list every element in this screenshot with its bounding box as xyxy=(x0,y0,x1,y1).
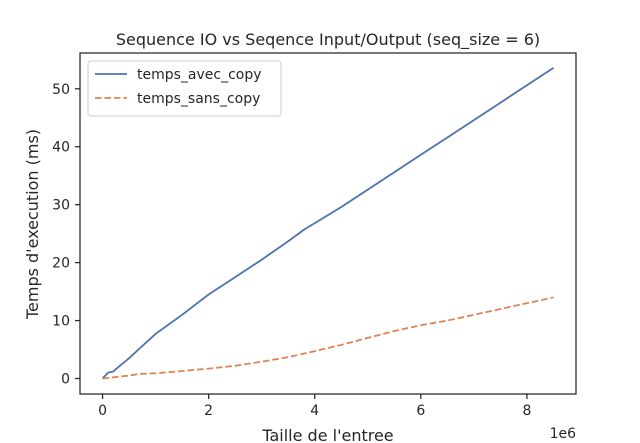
chart-title: Sequence IO vs Seqence Input/Output (seq… xyxy=(116,30,540,50)
plot-frame xyxy=(79,52,577,395)
x-axis-offset-label: 1e6 xyxy=(550,426,577,442)
x-axis-title: Taille de l'entree xyxy=(261,426,393,443)
y-axis: 0 10 20 30 40 50 xyxy=(52,82,80,388)
y-axis-title: Temps d'execution (ms) xyxy=(23,129,42,320)
series-line-temps-avec-copy xyxy=(101,67,554,380)
legend-box xyxy=(87,60,282,117)
y-tick-label: 40 xyxy=(52,140,70,156)
x-axis: 0 2 4 6 8 xyxy=(98,394,531,419)
y-tick-label: 20 xyxy=(52,256,70,272)
legend-label-temps-sans-copy: temps_sans_copy xyxy=(137,91,260,107)
x-tick-label: 0 xyxy=(98,403,107,419)
x-tick-label: 4 xyxy=(310,403,319,419)
y-tick-label: 30 xyxy=(52,198,70,214)
plot-lines xyxy=(101,67,554,380)
y-tick-label: 50 xyxy=(52,82,70,98)
x-tick-label: 8 xyxy=(522,403,531,419)
legend: temps_avec_copy temps_sans_copy xyxy=(87,60,282,117)
x-tick-label: 2 xyxy=(204,403,213,419)
series-line-temps-sans-copy xyxy=(102,296,554,380)
y-tick-label: 10 xyxy=(52,314,70,330)
x-tick-label: 6 xyxy=(416,403,425,419)
y-tick-label: 0 xyxy=(61,372,70,388)
legend-label-temps-avec-copy: temps_avec_copy xyxy=(137,67,262,83)
